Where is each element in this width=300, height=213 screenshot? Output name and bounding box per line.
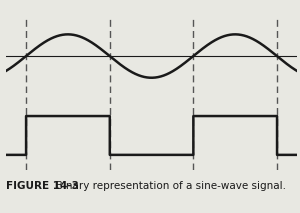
- Text: FIGURE 14-3: FIGURE 14-3: [6, 181, 79, 191]
- Text: Binary representation of a sine-wave signal.: Binary representation of a sine-wave sig…: [46, 181, 286, 191]
